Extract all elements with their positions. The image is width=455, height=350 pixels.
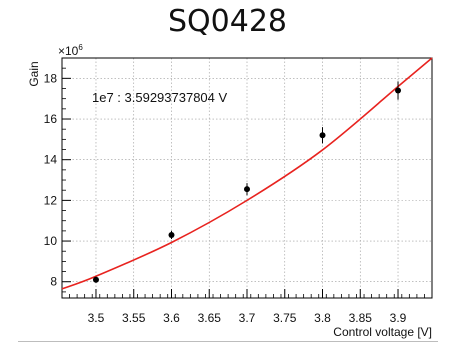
data-point [319, 132, 326, 139]
points-layer [92, 81, 402, 283]
x-tick-label: 3.9 [390, 311, 407, 325]
chart-title: SQ0428 [167, 4, 287, 39]
axis-ticks: 3.5 3.55 3.6 3.65 3.7 3.75 3.8 3.85 3.9 8 10 12 14 16… [44, 57, 433, 325]
x-tick-label: 3.85 [349, 311, 373, 325]
fit-annotation: 1e7 : 3.59293737804 V [92, 90, 228, 105]
x-tick-label: 3.7 [239, 311, 256, 325]
y-axis-label: Gain [27, 61, 41, 86]
fit-curve [61, 57, 433, 290]
x-axis-label: Control voltage [V] [333, 325, 432, 339]
data-point [395, 87, 402, 94]
fit-layer [61, 57, 433, 290]
x-tick-label: 3.55 [122, 311, 146, 325]
data-point [92, 276, 99, 283]
data-point [168, 231, 175, 238]
bottom-rule [18, 341, 438, 342]
x-tick-label: 3.8 [314, 311, 331, 325]
x-tick-label: 3.65 [198, 311, 222, 325]
x-tick-label: 3.6 [163, 311, 180, 325]
data-point [244, 186, 250, 193]
y-tick-label: 8 [50, 275, 57, 289]
y-tick-label: 12 [44, 193, 58, 207]
y-tick-label: 16 [44, 112, 58, 126]
y-tick-label: 18 [44, 71, 58, 85]
y-tick-label: 10 [44, 234, 58, 248]
x-tick-label: 3.5 [88, 311, 105, 325]
y-exponent-label: ×106 [58, 43, 83, 58]
x-tick-label: 3.75 [273, 311, 297, 325]
y-tick-label: 14 [44, 153, 58, 167]
